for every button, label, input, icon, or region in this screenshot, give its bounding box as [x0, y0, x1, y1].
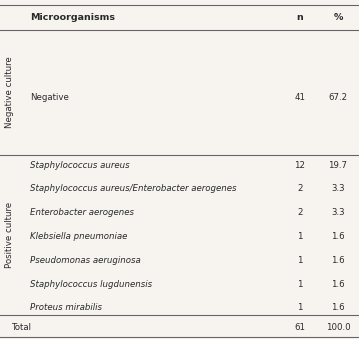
Text: Positive culture: Positive culture [5, 202, 14, 268]
Text: Pseudomonas aeruginosa: Pseudomonas aeruginosa [30, 256, 141, 265]
Text: Negative: Negative [30, 93, 69, 102]
Text: %: % [333, 14, 343, 22]
Text: 12: 12 [294, 160, 306, 170]
Text: 3.3: 3.3 [331, 208, 345, 217]
Text: 1: 1 [297, 256, 303, 265]
Text: Proteus mirabilis: Proteus mirabilis [30, 303, 102, 313]
Text: 1.6: 1.6 [331, 280, 345, 289]
Text: 2: 2 [297, 208, 303, 217]
Text: Microorganisms: Microorganisms [30, 14, 115, 22]
Text: 2: 2 [297, 184, 303, 193]
Text: Enterobacter aerogenes: Enterobacter aerogenes [30, 208, 134, 217]
Text: 1.6: 1.6 [331, 232, 345, 241]
Text: 67.2: 67.2 [328, 93, 348, 102]
Text: 19.7: 19.7 [328, 160, 348, 170]
Text: 1: 1 [297, 232, 303, 241]
Text: 1.6: 1.6 [331, 303, 345, 313]
Text: n: n [297, 14, 303, 22]
Text: 1: 1 [297, 280, 303, 289]
Text: Staphylococcus aureus/Enterobacter aerogenes: Staphylococcus aureus/Enterobacter aerog… [30, 184, 237, 193]
Text: Total: Total [12, 322, 32, 332]
Text: Klebsiella pneumoniae: Klebsiella pneumoniae [30, 232, 127, 241]
Text: 1: 1 [297, 303, 303, 313]
Text: 100.0: 100.0 [326, 322, 350, 332]
Text: Negative culture: Negative culture [5, 57, 14, 128]
Text: 41: 41 [294, 93, 306, 102]
Text: 61: 61 [294, 322, 306, 332]
Text: 1.6: 1.6 [331, 256, 345, 265]
Text: 3.3: 3.3 [331, 184, 345, 193]
Text: Staphylococcus lugdunensis: Staphylococcus lugdunensis [30, 280, 152, 289]
Text: Staphylococcus aureus: Staphylococcus aureus [30, 160, 130, 170]
